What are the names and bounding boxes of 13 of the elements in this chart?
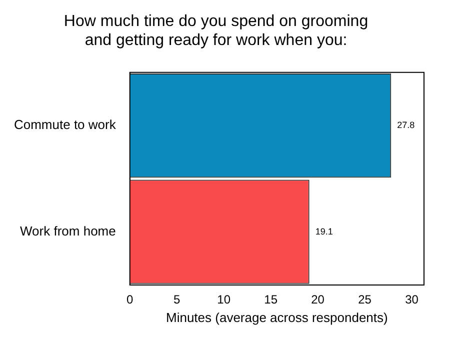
x-tick-label: 20 bbox=[311, 292, 325, 307]
x-tick-label: 15 bbox=[264, 292, 278, 307]
y-tick-label: Work from home bbox=[20, 223, 116, 238]
x-tick-label: 30 bbox=[405, 292, 419, 307]
x-axis-title: Minutes (average across respondents) bbox=[166, 310, 388, 325]
x-tick-label: 10 bbox=[217, 292, 231, 307]
x-tick-label: 0 bbox=[126, 292, 134, 307]
x-tick-label: 25 bbox=[358, 292, 372, 307]
data-label: 19.1 bbox=[315, 226, 333, 236]
y-tick-label: Commute to work bbox=[14, 117, 116, 132]
data-label: 27.8 bbox=[397, 120, 415, 130]
chart-title: How much time do you spend on grooming and getting ready for work when you: bbox=[64, 13, 368, 50]
x-tick-label: 5 bbox=[174, 292, 181, 307]
